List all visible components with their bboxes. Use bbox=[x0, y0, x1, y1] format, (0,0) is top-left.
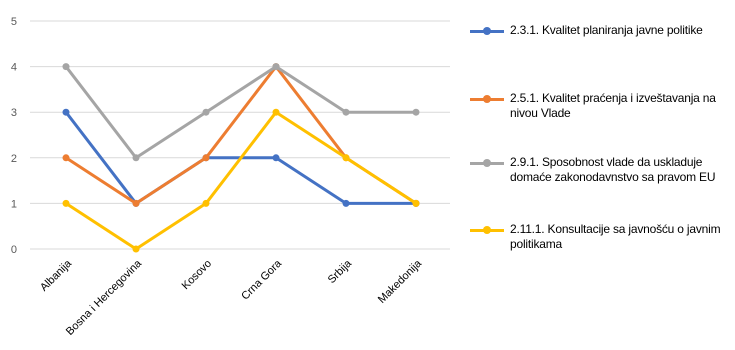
series bbox=[62, 108, 420, 253]
x-tick-label: Crna Gora bbox=[239, 257, 284, 302]
data-point bbox=[202, 108, 210, 116]
data-point bbox=[342, 154, 350, 162]
y-tick-label: 2 bbox=[11, 153, 17, 165]
data-point bbox=[342, 108, 350, 116]
data-point bbox=[132, 199, 140, 207]
y-tick-label: 1 bbox=[11, 198, 17, 210]
data-point bbox=[62, 108, 70, 116]
x-tick-label: Srbija bbox=[326, 257, 355, 286]
legend-swatch-icon bbox=[470, 26, 504, 36]
data-point bbox=[412, 199, 420, 207]
legend-swatch-icon bbox=[470, 158, 504, 168]
data-point bbox=[132, 245, 140, 253]
x-tick-label: Kosovo bbox=[180, 258, 214, 292]
data-point bbox=[272, 154, 280, 162]
series bbox=[62, 63, 420, 207]
data-point bbox=[202, 154, 210, 162]
y-tick-label: 4 bbox=[11, 62, 17, 74]
y-tick-label: 3 bbox=[11, 107, 17, 119]
data-point bbox=[272, 108, 280, 116]
data-point bbox=[342, 199, 350, 207]
legend-item: 2.9.1. Sposobnost vlade da uskladuje dom… bbox=[470, 155, 735, 185]
series-line bbox=[65, 110, 417, 251]
y-tick-label: 0 bbox=[11, 244, 17, 256]
series-line bbox=[64, 65, 416, 160]
data-point bbox=[62, 199, 70, 207]
data-point bbox=[62, 63, 70, 71]
legend-label: 2.11.1. Konsultacije sa javnošću o javni… bbox=[510, 222, 721, 251]
legend-label: 2.3.1. Kvalitet planiranja javne politik… bbox=[510, 23, 703, 37]
data-point bbox=[272, 63, 280, 71]
data-point bbox=[62, 154, 70, 162]
legend: 2.3.1. Kvalitet planiranja javne politik… bbox=[470, 0, 735, 350]
legend-label: 2.9.1. Sposobnost vlade da uskladuje dom… bbox=[510, 155, 716, 184]
legend-item: 2.11.1. Konsultacije sa javnošću o javni… bbox=[470, 222, 735, 252]
y-tick-label: 5 bbox=[11, 16, 17, 28]
x-tick-label: Albanija bbox=[38, 257, 75, 294]
gridlines bbox=[30, 20, 450, 250]
data-point bbox=[412, 108, 420, 116]
legend-label: 2.5.1. Kvalitet praćenja i izveštavanja … bbox=[510, 91, 716, 120]
x-tick-label: Makedonija bbox=[376, 257, 425, 306]
series bbox=[62, 63, 420, 162]
legend-swatch-icon bbox=[470, 94, 504, 104]
legend-item: 2.3.1. Kvalitet planiranja javne politik… bbox=[470, 23, 735, 38]
y-axis-ticks: 0 1 2 3 4 5 bbox=[11, 16, 17, 256]
x-tick-label: Bosna i Hercegovina bbox=[64, 257, 145, 338]
data-point bbox=[132, 154, 140, 162]
series-lines bbox=[62, 63, 420, 253]
legend-item: 2.5.1. Kvalitet praćenja i izveštavanja … bbox=[470, 91, 735, 121]
legend-swatch-icon bbox=[470, 225, 504, 235]
data-point bbox=[202, 199, 210, 207]
